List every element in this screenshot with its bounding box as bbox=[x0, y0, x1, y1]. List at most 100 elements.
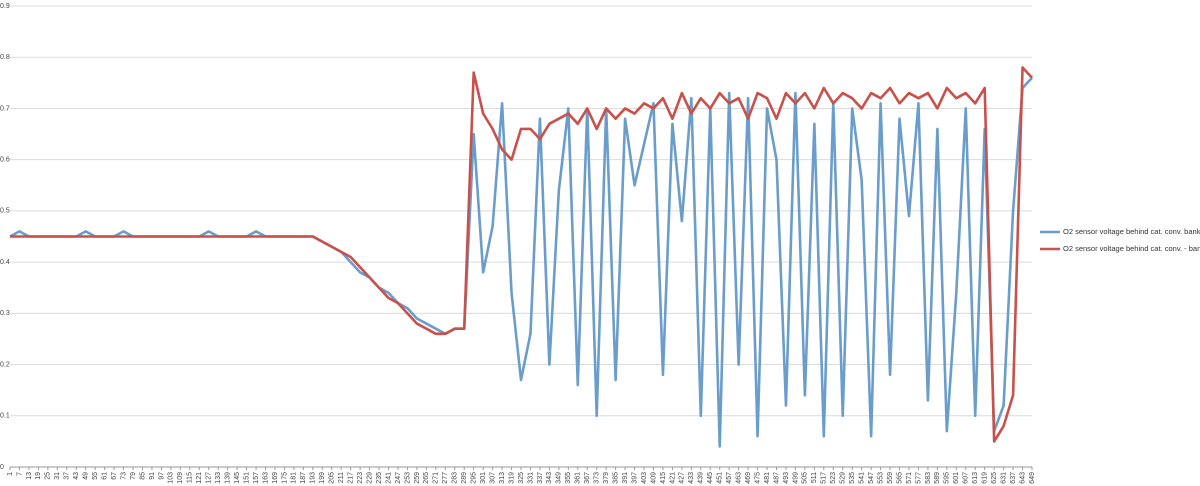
legend-label: O2 sensor voltage behind cat. conv. bank… bbox=[1063, 227, 1200, 236]
x-tick-label: 79 bbox=[130, 472, 137, 480]
x-tick-label: 445 bbox=[707, 472, 714, 484]
legend-label: O2 sensor voltage behind cat. conv. - ba… bbox=[1063, 244, 1200, 253]
x-tick-label: 31 bbox=[54, 472, 61, 480]
x-tick-label: 55 bbox=[92, 472, 99, 480]
x-tick-label: 589 bbox=[934, 472, 941, 484]
x-tick-label: 331 bbox=[527, 472, 534, 484]
x-tick-label: 61 bbox=[101, 472, 108, 480]
x-tick-label: 499 bbox=[792, 472, 799, 484]
x-tick-label: 49 bbox=[83, 472, 90, 480]
x-tick-label: 43 bbox=[73, 472, 80, 480]
x-tick-label: 535 bbox=[849, 472, 856, 484]
x-tick-label: 319 bbox=[508, 472, 515, 484]
x-tick-label: 307 bbox=[489, 472, 496, 484]
x-tick-label: 217 bbox=[348, 472, 355, 484]
y-tick-label: 0.1 bbox=[0, 413, 10, 420]
x-tick-label: 187 bbox=[300, 472, 307, 484]
x-tick-label: 601 bbox=[953, 472, 960, 484]
x-tick-label: 25 bbox=[45, 472, 52, 480]
x-tick-label: 487 bbox=[773, 472, 780, 484]
x-tick-label: 505 bbox=[802, 472, 809, 484]
x-tick-label: 253 bbox=[404, 472, 411, 484]
x-tick-label: 1 bbox=[7, 472, 14, 476]
x-tick-label: 289 bbox=[461, 472, 468, 484]
y-tick-label: 0.9 bbox=[0, 3, 10, 10]
x-tick-label: 223 bbox=[357, 472, 364, 484]
y-tick-label: 0 bbox=[0, 464, 4, 471]
x-tick-label: 241 bbox=[385, 472, 392, 484]
x-tick-label: 577 bbox=[915, 472, 922, 484]
x-tick-label: 541 bbox=[859, 472, 866, 484]
series-line bbox=[10, 66, 1033, 443]
x-tick-label: 469 bbox=[745, 472, 752, 484]
y-tick-label: 0.4 bbox=[0, 259, 10, 266]
x-tick-label: 151 bbox=[243, 472, 250, 484]
x-tick-label: 619 bbox=[982, 472, 989, 484]
x-tick-label: 451 bbox=[717, 472, 724, 484]
x-tick-label: 367 bbox=[584, 472, 591, 484]
x-tick-label: 205 bbox=[329, 472, 336, 484]
y-tick-label: 0.2 bbox=[0, 361, 10, 368]
x-tick-label: 523 bbox=[830, 472, 837, 484]
x-tick-label: 361 bbox=[575, 472, 582, 484]
x-tick-label: 121 bbox=[196, 472, 203, 484]
x-tick-label: 427 bbox=[679, 472, 686, 484]
x-tick-label: 325 bbox=[518, 472, 525, 484]
x-tick-label: 313 bbox=[499, 472, 506, 484]
x-tick-label: 277 bbox=[442, 472, 449, 484]
y-tick-label: 0.8 bbox=[0, 54, 10, 61]
x-tick-label: 337 bbox=[537, 472, 544, 484]
x-tick-label: 235 bbox=[376, 472, 383, 484]
x-tick-label: 247 bbox=[395, 472, 402, 484]
x-tick-label: 37 bbox=[64, 472, 71, 480]
x-tick-label: 169 bbox=[272, 472, 279, 484]
x-tick-label: 85 bbox=[139, 472, 146, 480]
x-tick-label: 391 bbox=[622, 472, 629, 484]
x-tick-label: 439 bbox=[698, 472, 705, 484]
x-tick-label: 91 bbox=[149, 472, 156, 480]
y-tick-label: 0.6 bbox=[0, 157, 10, 164]
x-tick-label: 163 bbox=[262, 472, 269, 484]
x-tick-label: 397 bbox=[631, 472, 638, 484]
x-tick-label: 463 bbox=[735, 472, 742, 484]
x-tick-label: 421 bbox=[669, 472, 676, 484]
x-tick-label: 157 bbox=[253, 472, 260, 484]
x-tick-label: 271 bbox=[433, 472, 440, 484]
x-tick-label: 265 bbox=[423, 472, 430, 484]
x-tick-label: 637 bbox=[1010, 472, 1017, 484]
x-tick-label: 643 bbox=[1019, 472, 1026, 484]
x-tick-label: 259 bbox=[414, 472, 421, 484]
x-tick-label: 649 bbox=[1029, 472, 1036, 484]
x-tick-label: 295 bbox=[471, 472, 478, 484]
x-tick-label: 211 bbox=[338, 472, 345, 483]
x-tick-label: 481 bbox=[764, 472, 771, 484]
x-tick-label: 547 bbox=[868, 472, 875, 484]
x-tick-label: 67 bbox=[111, 472, 118, 480]
x-tick-label: 103 bbox=[168, 472, 175, 484]
x-tick-label: 97 bbox=[158, 472, 165, 480]
x-tick-label: 475 bbox=[754, 472, 761, 484]
x-tick-label: 571 bbox=[906, 472, 913, 484]
x-tick-label: 73 bbox=[120, 472, 127, 480]
x-tick-label: 133 bbox=[215, 472, 222, 484]
x-tick-label: 229 bbox=[366, 472, 373, 484]
x-tick-label: 607 bbox=[963, 472, 970, 484]
x-tick-label: 517 bbox=[821, 472, 828, 484]
x-tick-label: 403 bbox=[641, 472, 648, 484]
x-tick-label: 625 bbox=[991, 472, 998, 484]
x-tick-label: 301 bbox=[480, 472, 487, 484]
x-tick-label: 139 bbox=[224, 472, 231, 484]
x-tick-label: 433 bbox=[688, 472, 695, 484]
x-tick-label: 385 bbox=[612, 472, 619, 484]
x-tick-label: 415 bbox=[660, 472, 667, 484]
y-tick-label: 0.3 bbox=[0, 310, 10, 317]
x-tick-label: 145 bbox=[234, 472, 241, 484]
x-tick-label: 115 bbox=[187, 472, 194, 483]
x-tick-label: 493 bbox=[783, 472, 790, 484]
x-tick-label: 529 bbox=[840, 472, 847, 484]
x-tick-label: 13 bbox=[26, 472, 33, 480]
x-tick-label: 613 bbox=[972, 472, 979, 484]
x-tick-label: 181 bbox=[291, 472, 298, 484]
